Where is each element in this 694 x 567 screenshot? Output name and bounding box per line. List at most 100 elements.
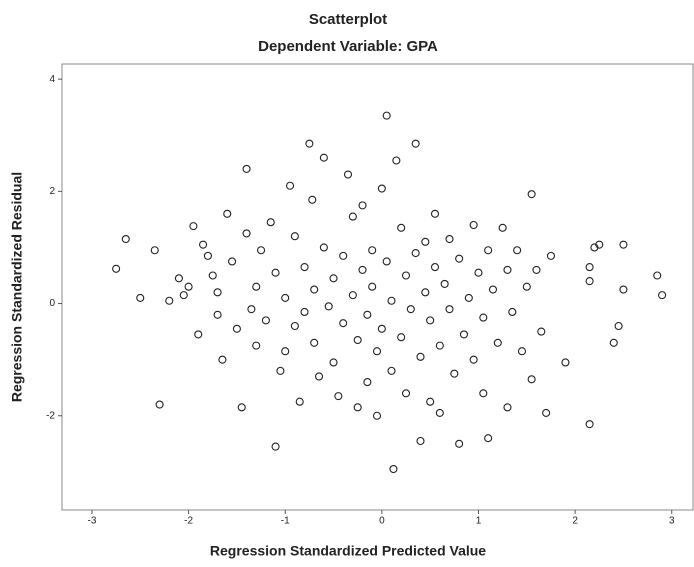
- point: [614, 321, 623, 331]
- x-axis-label: Regression Standardized Predicted Value: [210, 543, 486, 559]
- point: [319, 243, 328, 252]
- point: [189, 222, 198, 231]
- x-tick-label: 1: [476, 516, 482, 527]
- point: [469, 355, 478, 364]
- point: [252, 341, 261, 350]
- point: [179, 291, 188, 300]
- point: [358, 201, 367, 210]
- point: [459, 330, 469, 339]
- point: [218, 355, 227, 364]
- y-tick-label: 2: [49, 186, 55, 197]
- point: [266, 218, 275, 227]
- point: [213, 288, 222, 297]
- x-tick-label: -3: [88, 516, 97, 527]
- point: [421, 288, 430, 297]
- point: [353, 403, 362, 412]
- x-tick-label: -2: [184, 516, 193, 527]
- point: [339, 251, 348, 260]
- point: [542, 408, 551, 417]
- point: [329, 274, 338, 283]
- point: [537, 327, 546, 336]
- point: [585, 263, 594, 272]
- chart-subtitle: Dependent Variable: GPA: [258, 38, 438, 55]
- point: [271, 442, 280, 451]
- point: [339, 319, 348, 328]
- point: [546, 251, 556, 260]
- point: [498, 223, 507, 232]
- point: [295, 397, 304, 406]
- point: [112, 264, 121, 273]
- point: [300, 307, 309, 317]
- point: [353, 335, 362, 345]
- point: [174, 274, 183, 283]
- point: [411, 249, 420, 258]
- point: [247, 305, 256, 314]
- point: [223, 209, 232, 218]
- y-tick-label: -2: [46, 410, 55, 421]
- point: [430, 209, 440, 218]
- point: [421, 237, 430, 246]
- point: [165, 296, 174, 305]
- point: [363, 378, 372, 387]
- point: [513, 246, 522, 255]
- point: [484, 434, 493, 443]
- point: [653, 271, 662, 280]
- point: [300, 263, 309, 272]
- point: [136, 293, 145, 302]
- y-tick-label: 4: [49, 74, 55, 85]
- point: [242, 229, 251, 238]
- point: [363, 310, 372, 319]
- point: [382, 257, 391, 266]
- point: [305, 139, 314, 148]
- point: [203, 251, 212, 260]
- point: [228, 257, 237, 266]
- point: [595, 240, 604, 249]
- point: [503, 403, 512, 412]
- point: [368, 246, 377, 255]
- plot-area: [61, 63, 694, 511]
- point: [585, 277, 594, 286]
- point: [658, 291, 667, 300]
- point: [435, 341, 444, 350]
- point: [488, 285, 498, 294]
- point: [479, 313, 488, 322]
- point: [401, 389, 411, 398]
- point: [290, 321, 299, 331]
- point: [290, 232, 299, 241]
- point: [503, 265, 512, 274]
- point: [372, 411, 382, 420]
- point: [237, 403, 246, 412]
- point: [508, 307, 517, 317]
- point: [426, 316, 435, 325]
- point: [382, 111, 391, 120]
- point: [271, 268, 280, 277]
- point: [464, 293, 473, 302]
- point: [532, 265, 541, 274]
- point: [522, 282, 531, 291]
- point: [397, 333, 406, 342]
- point: [308, 195, 317, 204]
- point: [310, 338, 319, 347]
- y-axis-label: Regression Standardized Residual: [9, 172, 25, 402]
- point: [561, 358, 570, 367]
- point: [493, 338, 502, 347]
- point: [619, 285, 628, 294]
- point: [285, 181, 295, 190]
- point: [213, 310, 222, 319]
- x-tick-label: 2: [572, 516, 578, 527]
- point: [121, 234, 130, 244]
- point: [252, 282, 261, 291]
- point: [411, 139, 420, 148]
- point: [358, 265, 367, 274]
- point: [343, 170, 353, 179]
- point: [387, 296, 396, 305]
- point: [440, 279, 449, 288]
- point: [416, 352, 425, 361]
- point: [517, 347, 527, 356]
- point: [387, 366, 396, 375]
- point: [276, 366, 285, 375]
- point: [484, 246, 493, 255]
- point: [397, 223, 406, 232]
- chart-title: Scatterplot: [309, 11, 387, 28]
